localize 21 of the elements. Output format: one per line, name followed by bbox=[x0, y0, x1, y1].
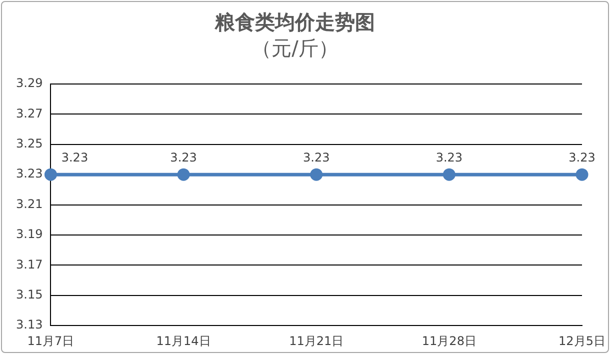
x-tick-label: 11月28日 bbox=[422, 334, 476, 348]
data-label: 3.23 bbox=[436, 150, 463, 165]
data-label: 3.23 bbox=[170, 150, 197, 165]
y-tick-label: 3.29 bbox=[16, 76, 43, 90]
x-tick-label: 11月14日 bbox=[156, 334, 211, 348]
y-tick-label: 3.27 bbox=[16, 106, 43, 120]
data-label: 3.23 bbox=[568, 150, 596, 165]
y-tick-label: 3.25 bbox=[16, 136, 43, 151]
y-tick-label: 3.23 bbox=[16, 166, 43, 181]
x-tick-label: 11月21日 bbox=[289, 334, 344, 348]
x-tick-label: 12月5日 bbox=[558, 334, 606, 348]
chart-title: 粮食类均价走势图 bbox=[214, 10, 375, 34]
y-tick-label: 3.13 bbox=[16, 318, 43, 332]
y-tick-label: 3.21 bbox=[16, 196, 43, 211]
y-tick-label: 3.17 bbox=[16, 257, 43, 272]
data-label: 3.23 bbox=[303, 150, 330, 165]
data-label: 3.23 bbox=[61, 150, 88, 165]
x-tick-label: 11月7日 bbox=[27, 334, 74, 348]
y-tick-label: 3.15 bbox=[16, 288, 43, 302]
y-tick-label: 3.19 bbox=[16, 227, 43, 242]
chart-subtitle: （元/斤） bbox=[252, 36, 338, 60]
